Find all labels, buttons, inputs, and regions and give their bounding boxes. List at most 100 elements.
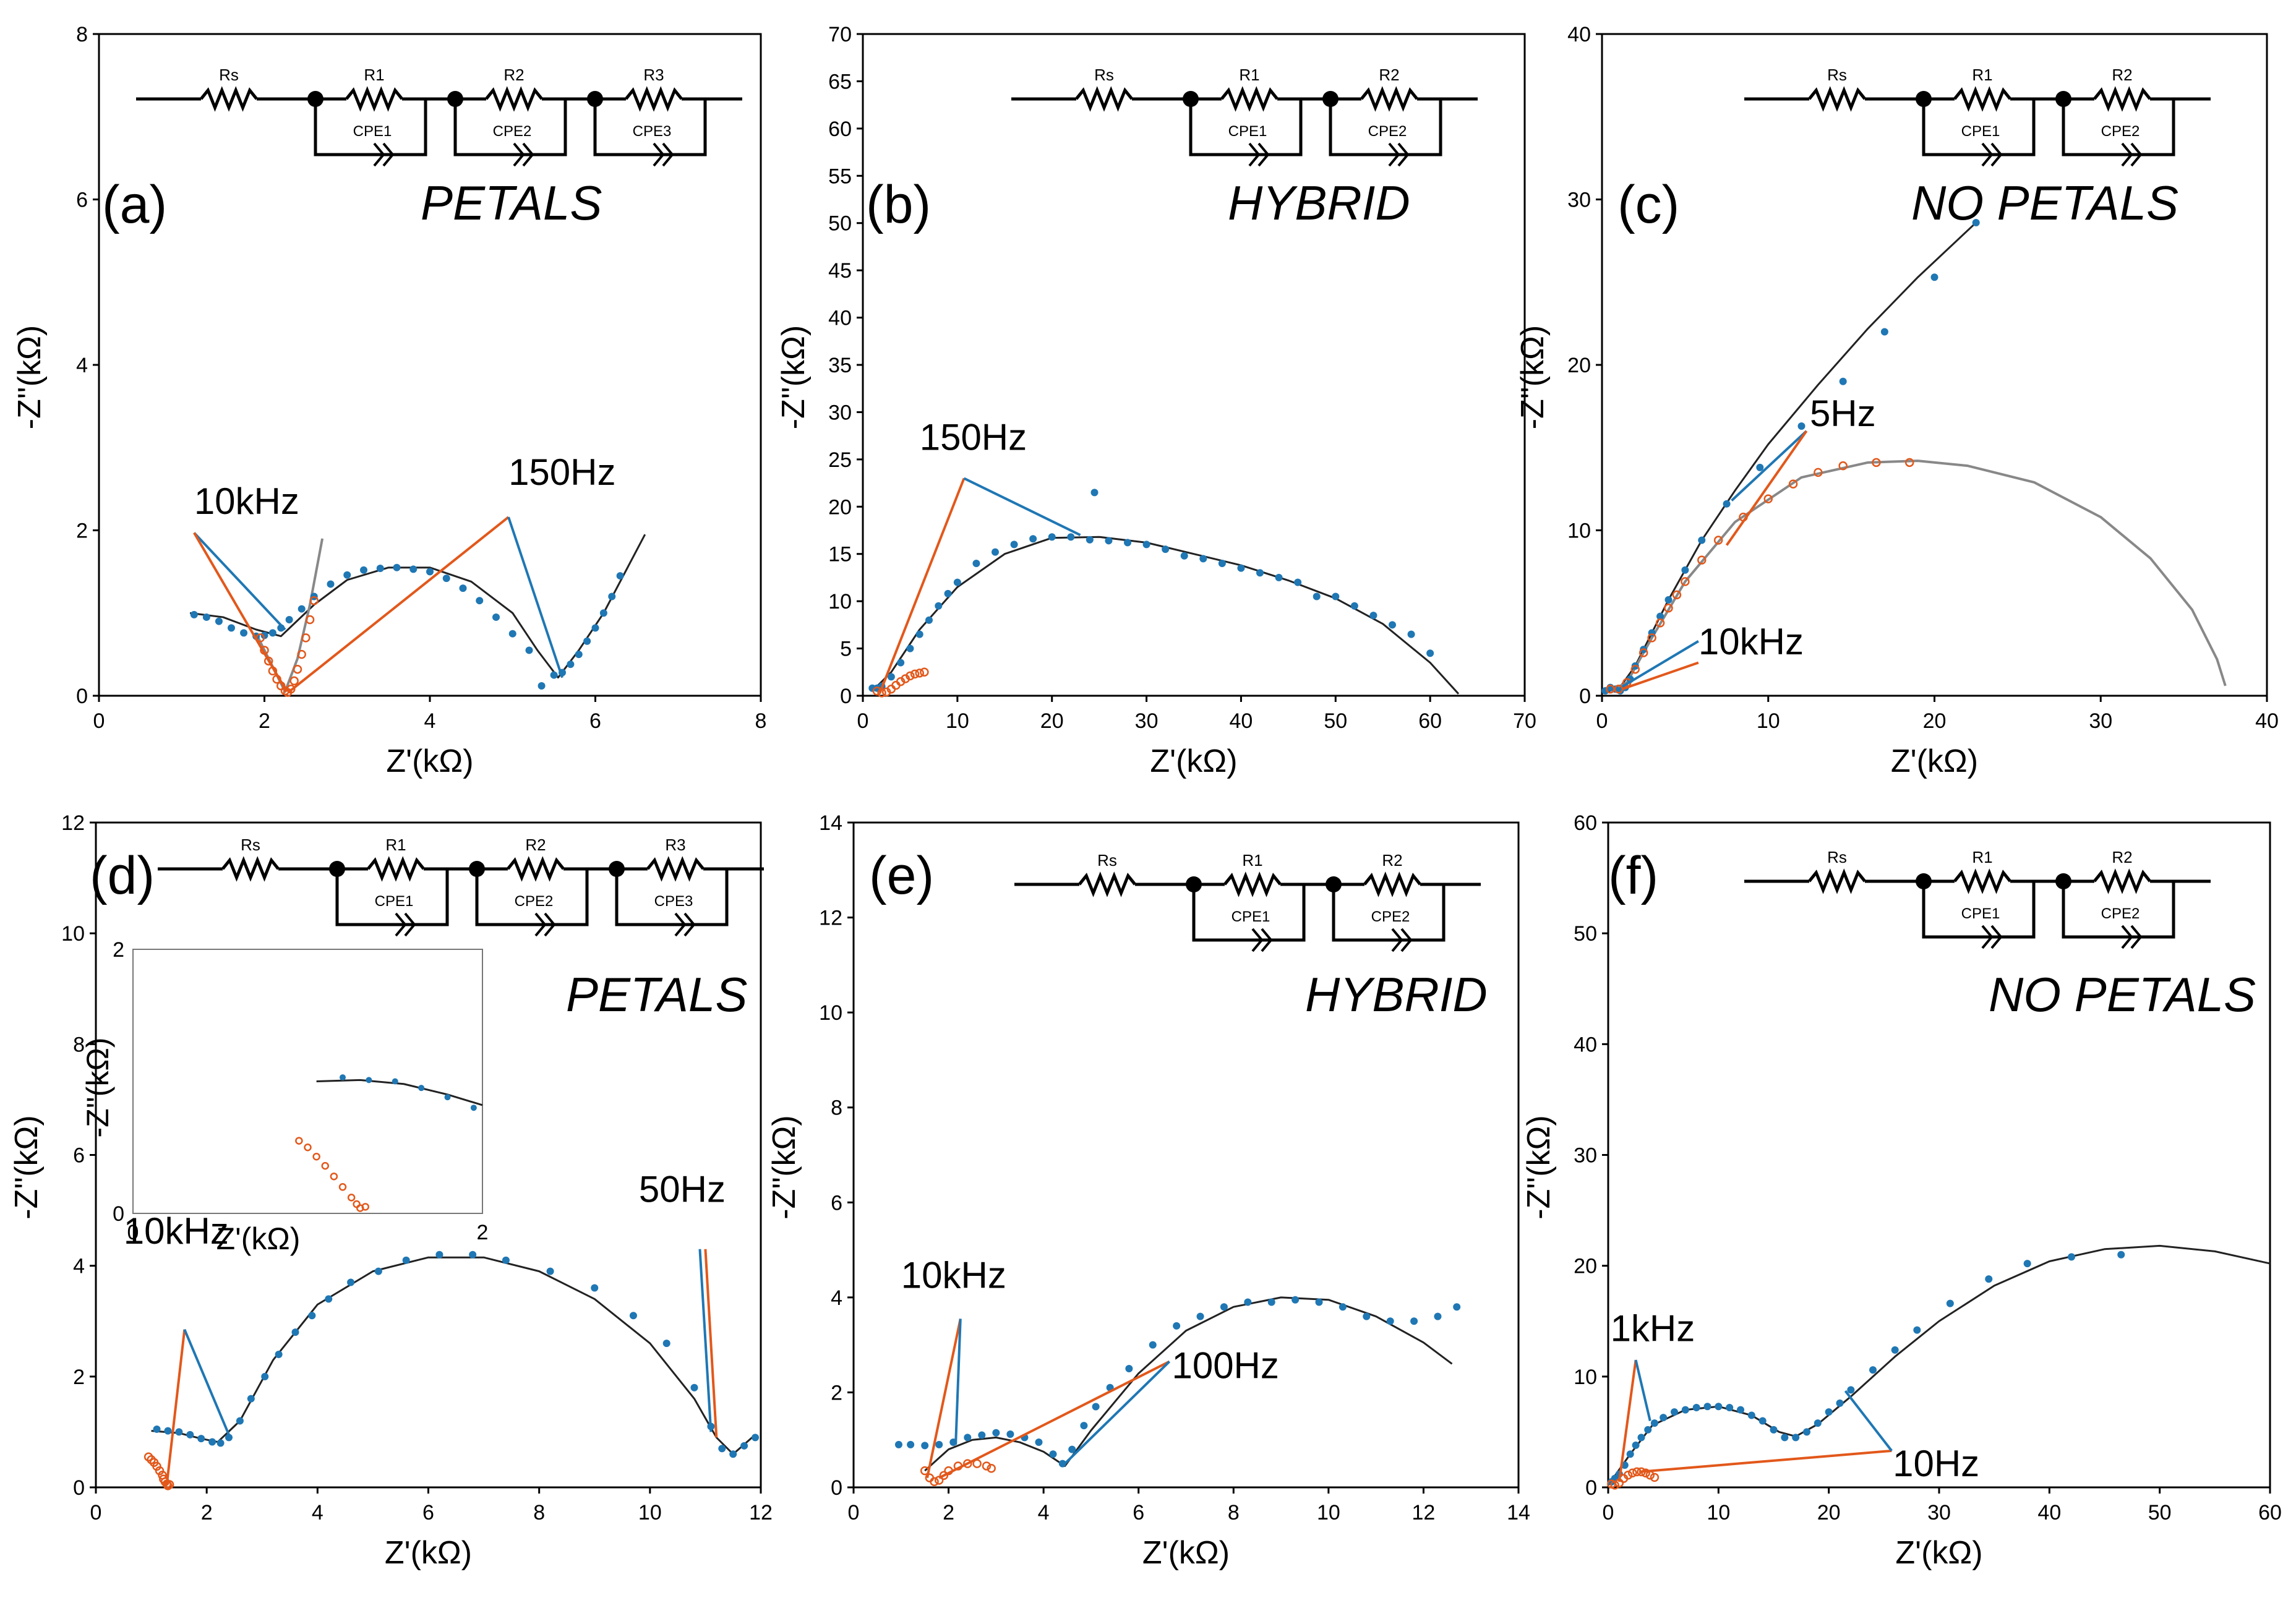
x-tick-label: 50 xyxy=(2148,1501,2172,1524)
sample-label: HYBRID xyxy=(1305,967,1488,1022)
inset-x-axis-label: Z'(kΩ) xyxy=(216,1221,301,1256)
data-point-blue xyxy=(1237,564,1245,572)
annotation-leader xyxy=(165,1329,186,1485)
x-tick-label: 0 xyxy=(848,1501,860,1524)
circuit-label-cpe2: CPE2 xyxy=(515,893,554,910)
wire xyxy=(1329,99,1442,156)
panel-label: (b) xyxy=(866,175,931,234)
x-tick-label: 0 xyxy=(90,1501,102,1524)
data-point-blue xyxy=(1220,1303,1228,1311)
data-point-blue xyxy=(502,1256,510,1264)
data-point-blue xyxy=(1010,541,1018,549)
circuit-label-cpe1: CPE1 xyxy=(1961,123,2000,140)
data-point-blue xyxy=(360,566,367,574)
data-point-blue xyxy=(1386,1317,1394,1325)
data-point-blue xyxy=(1218,560,1226,567)
data-point-blue xyxy=(550,671,558,679)
data-point-orange xyxy=(1672,590,1682,600)
fit-curve xyxy=(255,538,324,693)
circuit-label-cpe1: CPE1 xyxy=(1961,905,2000,922)
cpe-symbol xyxy=(1248,142,1261,167)
data-point-orange xyxy=(301,633,311,643)
inset-data-point-orange xyxy=(321,1161,329,1170)
x-axis-label: Z'(kΩ) xyxy=(1142,1535,1230,1571)
data-point-blue xyxy=(525,646,533,654)
data-point-blue xyxy=(426,568,434,576)
x-tick-label: 10 xyxy=(1317,1501,1340,1524)
data-point-blue xyxy=(1703,1403,1711,1411)
data-point-blue xyxy=(1035,1439,1043,1447)
x-tick-label: 2 xyxy=(201,1501,213,1524)
data-point-orange xyxy=(144,1452,153,1461)
annotation-leader xyxy=(1634,1359,1651,1421)
resistor-r1 xyxy=(1220,86,1279,112)
wire xyxy=(1192,884,1306,942)
data-point-blue xyxy=(308,1312,316,1320)
y-tick-label: 6 xyxy=(831,1191,842,1215)
data-point-blue xyxy=(228,624,235,632)
data-point-blue xyxy=(953,578,961,586)
resistor-r2 xyxy=(1363,871,1421,897)
fit-curve xyxy=(1607,1244,2271,1486)
x-tick-label: 0 xyxy=(93,709,105,733)
data-point-blue xyxy=(374,1267,382,1275)
annotation-leader xyxy=(1617,1359,1637,1482)
data-point-orange xyxy=(1814,468,1823,477)
data-point-blue xyxy=(1196,1312,1204,1320)
x-tick-label: 8 xyxy=(1228,1501,1240,1524)
data-point-blue xyxy=(964,1434,972,1442)
data-point-blue xyxy=(1814,1419,1822,1427)
data-point-blue xyxy=(752,1434,760,1442)
circuit-label-r2: R2 xyxy=(525,836,546,854)
data-point-blue xyxy=(1267,1298,1275,1306)
circuit-label-cpe1: CPE1 xyxy=(1232,908,1270,925)
wire xyxy=(2062,881,2175,939)
y-tick-label: 4 xyxy=(76,354,88,377)
panel-label: (d) xyxy=(90,846,155,905)
y-tick-label: 0 xyxy=(73,1476,85,1500)
data-point-blue xyxy=(992,548,999,556)
y-tick-label: 12 xyxy=(61,811,85,835)
data-point-blue xyxy=(1105,537,1113,545)
y-tick-label: 12 xyxy=(819,907,842,930)
circuit-label-r2: R2 xyxy=(1382,851,1402,870)
y-tick-label: 10 xyxy=(819,1001,842,1025)
data-point-blue xyxy=(1930,273,1938,281)
data-point-blue xyxy=(972,560,980,567)
y-tick-label: 60 xyxy=(1574,811,1597,835)
wire xyxy=(615,869,729,926)
data-point-blue xyxy=(1781,1434,1789,1442)
data-point-blue xyxy=(298,605,306,613)
data-point-blue xyxy=(1792,1434,1800,1442)
cpe-symbol xyxy=(1388,142,1400,167)
x-tick-label: 12 xyxy=(1412,1501,1436,1524)
data-point-blue xyxy=(1048,533,1056,541)
data-point-blue xyxy=(1426,649,1434,657)
data-point-blue xyxy=(1410,1317,1418,1325)
data-point-orange xyxy=(309,596,319,605)
data-point-blue xyxy=(729,1450,737,1458)
data-point-orange xyxy=(910,669,920,679)
inset-y-tick-label: 2 xyxy=(113,938,124,962)
data-point-blue xyxy=(1173,1322,1181,1330)
data-point-blue xyxy=(915,630,923,638)
annotation-leader xyxy=(1064,1361,1171,1465)
inset-chart: 0 2 0 2 Z'(kΩ) -Z''(kΩ) xyxy=(80,938,488,1256)
data-point-blue xyxy=(2068,1253,2075,1261)
data-point-blue xyxy=(1664,596,1673,604)
y-tick-label: 0 xyxy=(840,685,852,708)
data-point-orange xyxy=(1763,494,1773,503)
y-tick-label: 70 xyxy=(828,23,852,46)
annotation-leader xyxy=(698,1249,713,1432)
data-point-blue xyxy=(208,1438,216,1446)
circuit-label-cpe2: CPE2 xyxy=(2101,905,2140,922)
cpe-symbol xyxy=(373,142,385,167)
panel-e: 0 2 4 6 8 10 12 14 0 2 4 6 8 10 12 14 Z'(kΩ) -Z''(kΩ) (e) H… xyxy=(766,811,1530,1571)
resistor-r2 xyxy=(485,86,543,112)
data-point-blue xyxy=(1067,533,1075,541)
data-point-blue xyxy=(240,629,248,637)
annotation-leader xyxy=(1844,1390,1893,1452)
equivalent-circuit: Rs R1 CPE1 R2 CPE2 R3 CPE3 xyxy=(158,836,764,937)
data-point-blue xyxy=(1869,1366,1877,1374)
